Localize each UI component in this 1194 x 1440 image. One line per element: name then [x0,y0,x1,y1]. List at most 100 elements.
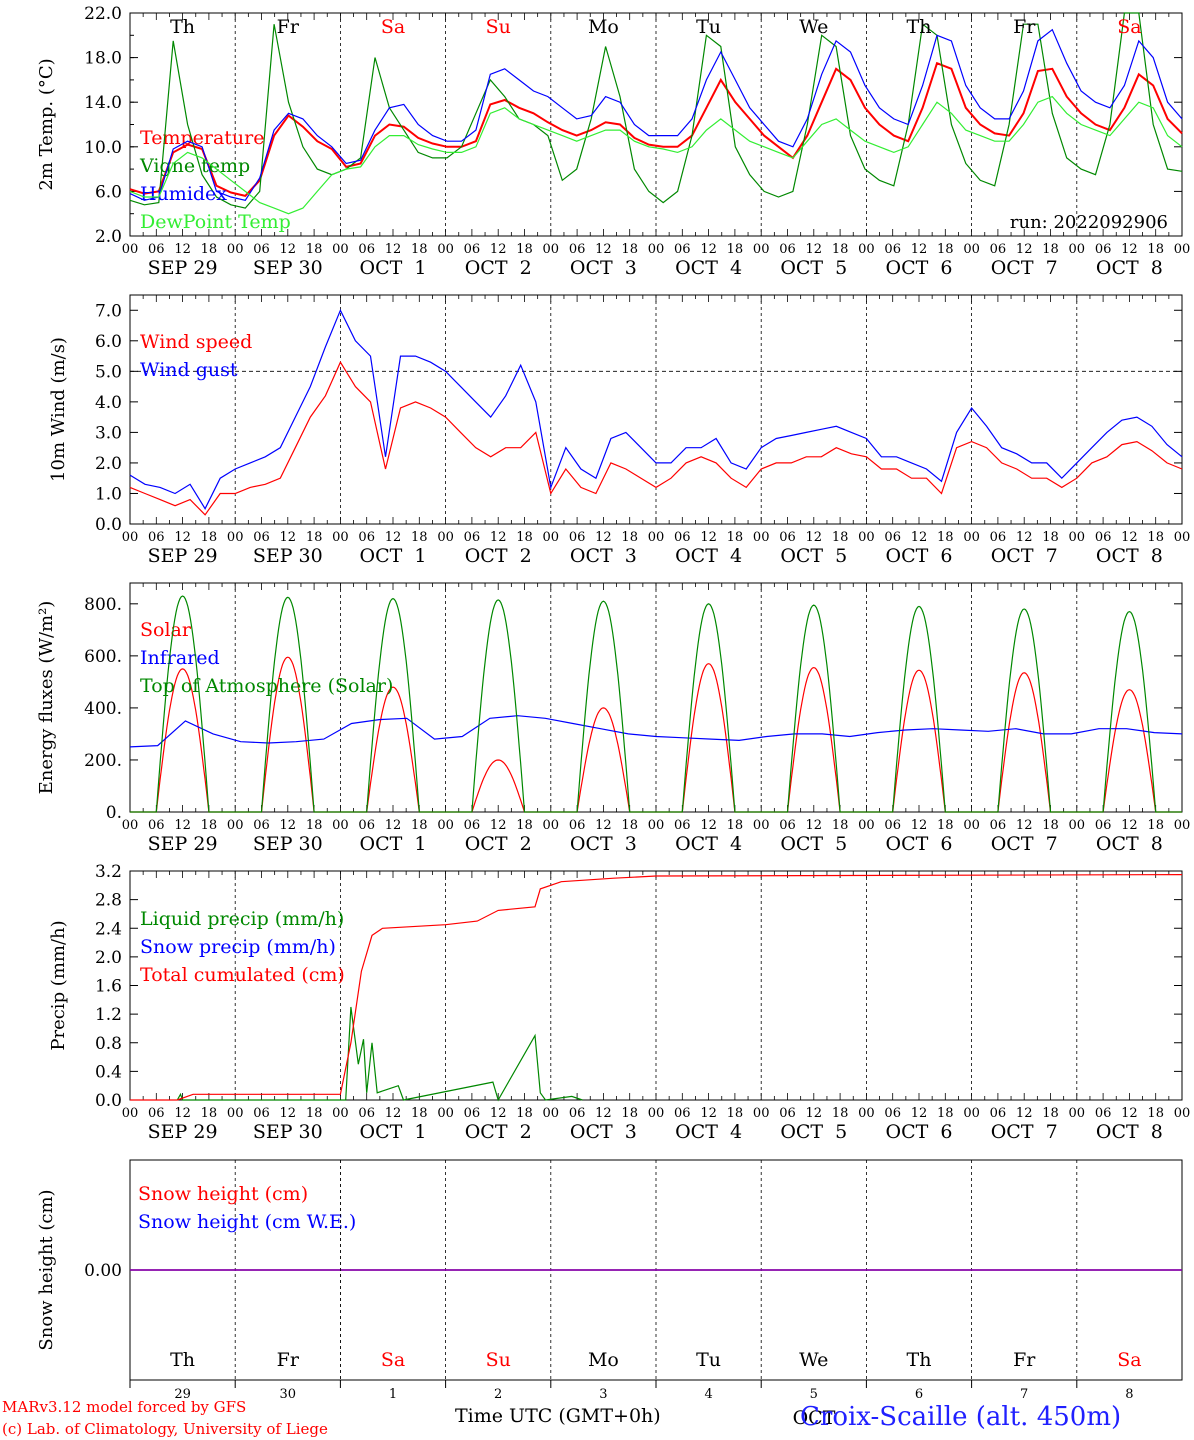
legend-entry: Wind speed [140,331,252,353]
hour-label: 18 [201,1106,218,1121]
y-tick-label: 200. [84,751,122,771]
hour-label: 00 [543,530,560,545]
hour-label: 06 [674,530,691,545]
series-line-vigne-temp [129,12,1183,209]
chart-panel-5: 0.00 Snow height (cm) Snow height (cm) Snow… [36,1159,1183,1429]
hour-label: 18 [621,818,638,833]
hour-label: 00 [1069,818,1086,833]
hour-label: 06 [779,1106,796,1121]
hour-label: 06 [1095,818,1112,833]
y-tick-label: 2.0 [95,948,122,968]
y-axis-label: Snow height (cm) [36,1189,57,1350]
hour-label: 12 [490,530,507,545]
hour-label: 06 [674,818,691,833]
hour-label: 18 [1042,530,1059,545]
hour-label: 12 [385,242,402,257]
date-label: OCT 3 [570,545,637,567]
hour-label: 12 [911,242,928,257]
hour-label: 18 [727,818,744,833]
hour-label: 18 [201,530,218,545]
hour-label: 18 [411,1106,428,1121]
date-label: SEP 29 [148,1121,218,1143]
hour-label: 18 [727,1106,744,1121]
y-tick-label: 3.2 [95,862,122,882]
hour-label: 00 [227,818,244,833]
hour-label: 12 [806,1106,823,1121]
date-label: OCT 8 [1096,1121,1163,1143]
day-of-week-label: Fr [277,1349,300,1371]
hour-label: 06 [884,242,901,257]
y-tick-label: 18.0 [84,49,122,69]
hour-label: 12 [595,1106,612,1121]
date-label: OCT 3 [570,257,637,279]
hour-label: 00 [122,242,139,257]
hour-label: 12 [911,818,928,833]
hour-label: 18 [411,530,428,545]
hour-label: 00 [1174,242,1191,257]
hour-label: 12 [806,818,823,833]
hour-label: 18 [306,818,323,833]
hour-label: 00 [1069,1106,1086,1121]
day-of-week-label: Sa [381,16,405,38]
hour-label: 18 [411,818,428,833]
date-label: SEP 30 [253,833,323,855]
y-tick-label: 3.0 [95,423,122,443]
hour-label: 18 [1042,818,1059,833]
hour-label: 06 [990,530,1007,545]
date-label: OCT 1 [360,257,427,279]
hour-label: 18 [1147,1106,1164,1121]
y-tick-label: 1.2 [95,1005,122,1025]
hour-label: 12 [595,242,612,257]
hour-label: 06 [1095,242,1112,257]
hour-label: 00 [753,1106,770,1121]
hour-label: 18 [1147,530,1164,545]
series-line-wind-gust [129,308,1183,510]
hour-label: 00 [963,530,980,545]
date-label: OCT 1 [360,1121,427,1143]
hour-label: 00 [332,242,349,257]
hour-label: 06 [674,1106,691,1121]
date-label: OCT 6 [886,833,953,855]
hour-label: 18 [516,530,533,545]
date-label: OCT 7 [991,545,1058,567]
series-line-humidex [129,28,1183,201]
hour-label: 18 [1042,1106,1059,1121]
hour-label: 18 [306,530,323,545]
chart-panel-1: 00 06 12 18 00 06 12 18 00 06 12 18 00 06 12 18 00 06 12 18… [36,4,1190,279]
day-of-week-label: Th [170,1349,195,1371]
series-line-dewpoint-temp [129,95,1183,215]
date-label: OCT 6 [886,545,953,567]
hour-label: 12 [595,818,612,833]
hour-label: 00 [332,818,349,833]
hour-label: 00 [1069,530,1086,545]
date-label: OCT 4 [675,833,742,855]
day-of-week-label: Th [907,1349,932,1371]
legend-entry: Liquid precip (mm/h) [140,908,344,930]
hour-label: 00 [648,242,665,257]
y-tick-label: 0.8 [95,1034,122,1054]
hour-label: 18 [306,1106,323,1121]
date-label: OCT 7 [991,833,1058,855]
hour-label: 18 [937,242,954,257]
y-axis-label: 2m Temp. (°C) [36,58,57,190]
hour-label: 18 [201,818,218,833]
hour-label: 00 [227,1106,244,1121]
day-of-week-label: Fr [277,16,300,38]
hour-label: 06 [569,818,586,833]
hour-label: 12 [174,530,191,545]
date-label: SEP 30 [253,1121,323,1143]
hour-label: 18 [832,1106,849,1121]
hour-label: 06 [358,530,375,545]
y-tick-label: 2.0 [95,227,122,247]
hour-label: 12 [1016,242,1033,257]
day-of-week-label: Tu [696,1349,721,1371]
series-line-top-of-atmosphere-solar- [130,595,1182,813]
legend-entry: Solar [140,619,192,641]
legend-entry: Humidex [140,183,227,205]
hour-label: 06 [884,530,901,545]
hour-label: 06 [148,530,165,545]
legend-entry: Total cumulated (cm) [140,964,345,986]
hour-label: 12 [280,530,297,545]
hour-label: 12 [700,242,717,257]
